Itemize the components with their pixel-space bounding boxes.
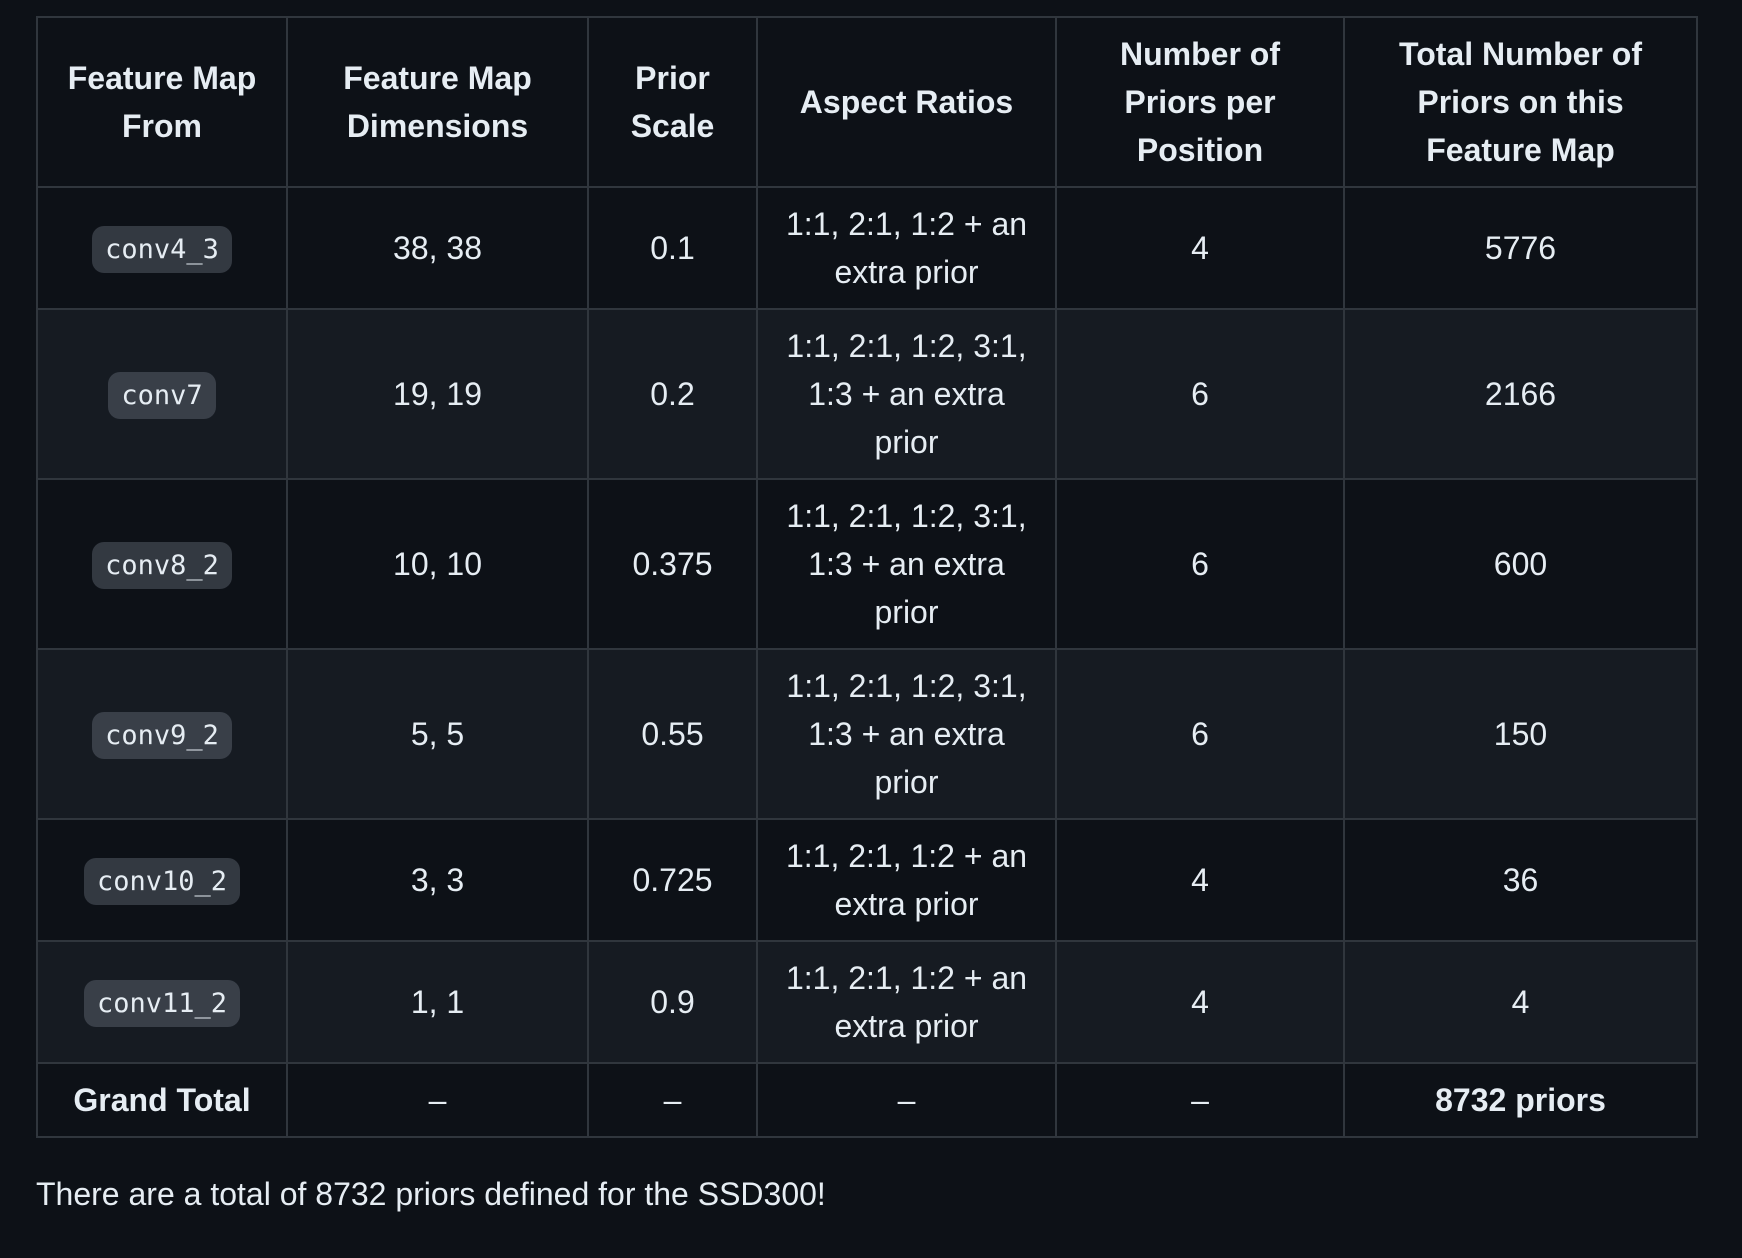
cell-priors-per-position: 4 — [1055, 940, 1345, 1064]
header-total-priors: Total Number of Priors on this Feature M… — [1343, 16, 1698, 188]
cell-dimensions: – — [286, 1062, 589, 1138]
table-row-conv11_2: conv11_2 1, 1 0.9 1:1, 2:1, 1:2 + an ext… — [36, 940, 1698, 1064]
table-row-conv10_2: conv10_2 3, 3 0.725 1:1, 2:1, 1:2 + an e… — [36, 818, 1698, 942]
grand-total-label: Grand Total — [36, 1062, 288, 1138]
cell-total-priors: 36 — [1343, 818, 1698, 942]
cell-prior-scale: 0.725 — [587, 818, 758, 942]
cell-prior-scale: 0.55 — [587, 648, 758, 820]
table-row-conv8_2: conv8_2 10, 10 0.375 1:1, 2:1, 1:2, 3:1,… — [36, 478, 1698, 650]
cell-aspect-ratios: 1:1, 2:1, 1:2, 3:1, 1:3 + an extra prior — [756, 308, 1057, 480]
code-chip: conv8_2 — [92, 541, 232, 590]
cell-feature-map: conv7 — [36, 308, 288, 480]
grand-total-priors: 8732 priors — [1343, 1062, 1698, 1138]
code-chip: conv9_2 — [92, 711, 232, 760]
cell-dimensions: 19, 19 — [286, 308, 589, 480]
summary-text: There are a total of 8732 priors defined… — [36, 1176, 826, 1212]
cell-dimensions: 1, 1 — [286, 940, 589, 1064]
grand-total-row: Grand Total – – – – 8732 priors — [36, 1062, 1698, 1138]
table-row-conv4_3: conv4_3 38, 38 0.1 1:1, 2:1, 1:2 + an ex… — [36, 186, 1698, 310]
priors-table: Feature Map From Feature Map Dimensions … — [36, 16, 1698, 1138]
cell-dimensions: 3, 3 — [286, 818, 589, 942]
cell-feature-map: conv4_3 — [36, 186, 288, 310]
cell-aspect-ratios: 1:1, 2:1, 1:2, 3:1, 1:3 + an extra prior — [756, 478, 1057, 650]
cell-priors-per-position: 6 — [1055, 648, 1345, 820]
cell-feature-map: conv10_2 — [36, 818, 288, 942]
cell-priors-per-position: – — [1055, 1062, 1345, 1138]
cell-priors-per-position: 4 — [1055, 186, 1345, 310]
code-chip: conv10_2 — [83, 857, 241, 906]
cell-priors-per-position: 6 — [1055, 478, 1345, 650]
cell-dimensions: 5, 5 — [286, 648, 589, 820]
cell-total-priors: 5776 — [1343, 186, 1698, 310]
cell-priors-per-position: 6 — [1055, 308, 1345, 480]
cell-prior-scale: 0.9 — [587, 940, 758, 1064]
cell-total-priors: 150 — [1343, 648, 1698, 820]
cell-aspect-ratios: 1:1, 2:1, 1:2, 3:1, 1:3 + an extra prior — [756, 648, 1057, 820]
cell-aspect-ratios: – — [756, 1062, 1057, 1138]
header-row: Feature Map From Feature Map Dimensions … — [36, 16, 1698, 188]
cell-aspect-ratios: 1:1, 2:1, 1:2 + an extra prior — [756, 818, 1057, 942]
cell-priors-per-position: 4 — [1055, 818, 1345, 942]
cell-dimensions: 10, 10 — [286, 478, 589, 650]
cell-feature-map: conv8_2 — [36, 478, 288, 650]
cell-total-priors: 4 — [1343, 940, 1698, 1064]
header-feature-map-from: Feature Map From — [36, 16, 288, 188]
code-chip: conv4_3 — [92, 225, 232, 274]
cell-feature-map: conv11_2 — [36, 940, 288, 1064]
header-priors-per-position: Number of Priors per Position — [1055, 16, 1345, 188]
cell-aspect-ratios: 1:1, 2:1, 1:2 + an extra prior — [756, 186, 1057, 310]
cell-feature-map: conv9_2 — [36, 648, 288, 820]
cell-dimensions: 38, 38 — [286, 186, 589, 310]
cell-prior-scale: 0.375 — [587, 478, 758, 650]
code-chip: conv7 — [108, 371, 216, 420]
cell-total-priors: 2166 — [1343, 308, 1698, 480]
cell-aspect-ratios: 1:1, 2:1, 1:2 + an extra prior — [756, 940, 1057, 1064]
cell-total-priors: 600 — [1343, 478, 1698, 650]
cell-prior-scale: – — [587, 1062, 758, 1138]
code-chip: conv11_2 — [83, 979, 241, 1028]
cell-prior-scale: 0.1 — [587, 186, 758, 310]
table-row-conv7: conv7 19, 19 0.2 1:1, 2:1, 1:2, 3:1, 1:3… — [36, 308, 1698, 480]
header-aspect-ratios: Aspect Ratios — [756, 16, 1057, 188]
table-row-conv9_2: conv9_2 5, 5 0.55 1:1, 2:1, 1:2, 3:1, 1:… — [36, 648, 1698, 820]
header-prior-scale: Prior Scale — [587, 16, 758, 188]
header-feature-map-dimensions: Feature Map Dimensions — [286, 16, 589, 188]
cell-prior-scale: 0.2 — [587, 308, 758, 480]
